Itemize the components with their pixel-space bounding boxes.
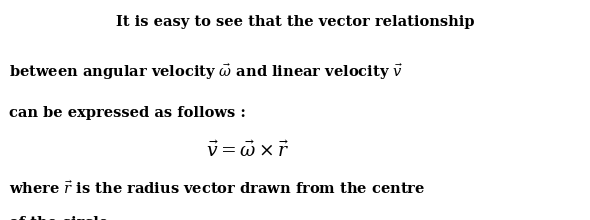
Text: of the circle.: of the circle. <box>9 216 113 220</box>
Text: It is easy to see that the vector relationship: It is easy to see that the vector relati… <box>116 15 474 29</box>
Text: $\vec{v}= \vec{\omega}\times\vec{r}$: $\vec{v}= \vec{\omega}\times\vec{r}$ <box>206 141 290 161</box>
Text: where $\vec{r}$ is the radius vector drawn from the centre: where $\vec{r}$ is the radius vector dra… <box>9 180 425 197</box>
Text: between angular velocity $\vec{\omega}$ and linear velocity $\vec{v}$: between angular velocity $\vec{\omega}$ … <box>9 62 403 82</box>
Text: can be expressed as follows :: can be expressed as follows : <box>9 106 245 120</box>
